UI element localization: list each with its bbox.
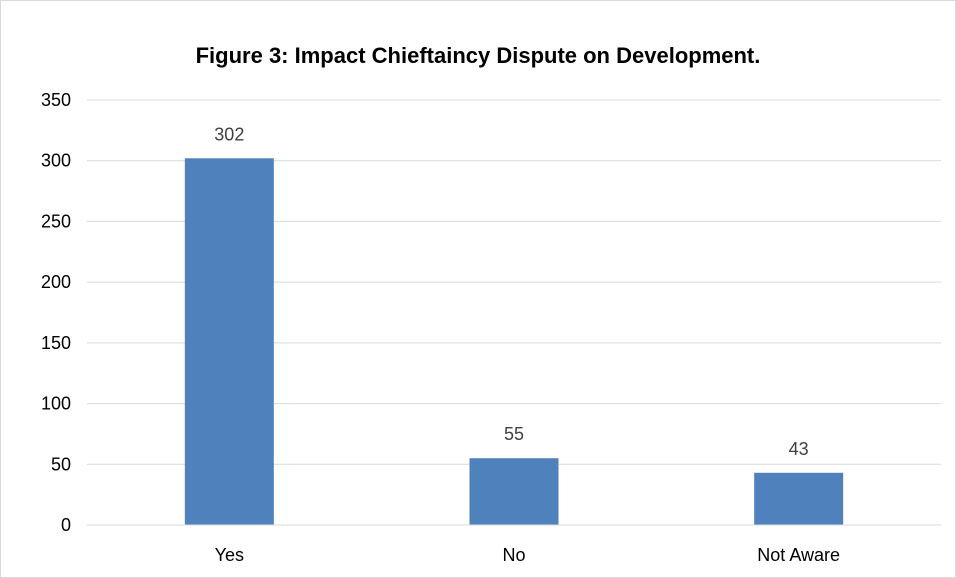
y-tick-label-350: 350 <box>41 90 71 110</box>
y-tick-label-200: 200 <box>41 272 71 292</box>
y-tick-label-100: 100 <box>41 394 71 414</box>
data-label-not-aware: 43 <box>789 439 809 459</box>
x-tick-label-not-aware: Not Aware <box>757 545 840 565</box>
y-tick-label-250: 250 <box>41 211 71 231</box>
bar-not-aware <box>754 472 844 525</box>
bar-yes <box>184 158 274 526</box>
y-tick-label-150: 150 <box>41 333 71 353</box>
x-tick-label-yes: Yes <box>215 545 244 565</box>
chart-title: Figure 3: Impact Chieftaincy Dispute on … <box>195 43 761 68</box>
y-tick-label-300: 300 <box>41 151 71 171</box>
y-tick-label-0: 0 <box>61 515 71 535</box>
data-label-yes: 302 <box>214 124 244 144</box>
bar-no <box>469 458 559 525</box>
y-tick-label-50: 50 <box>51 454 71 474</box>
x-tick-label-no: No <box>502 545 525 565</box>
data-label-no: 55 <box>504 424 524 444</box>
